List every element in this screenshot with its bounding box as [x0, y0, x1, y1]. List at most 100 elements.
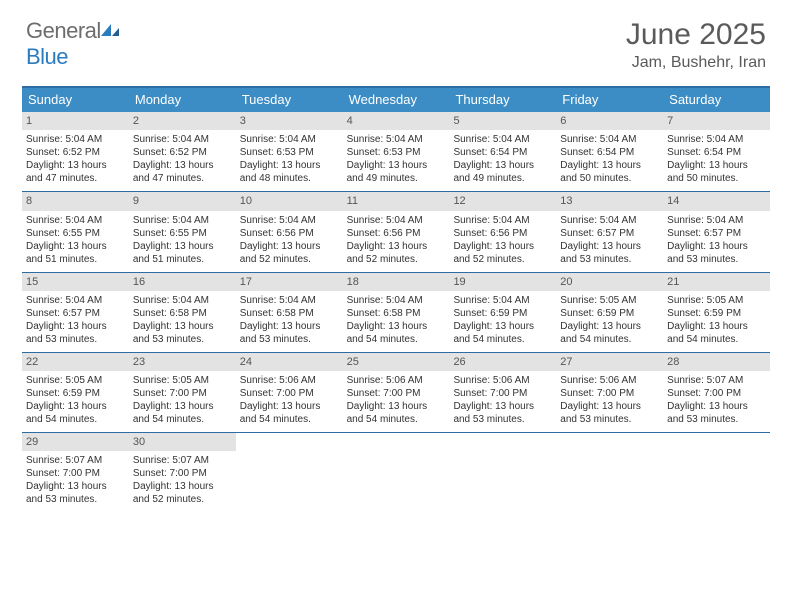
day-number: 7: [663, 112, 770, 130]
weekday-header: Wednesday: [343, 88, 450, 112]
sunrise-text: Sunrise: 5:05 AM: [560, 294, 659, 307]
day-number: 22: [22, 353, 129, 371]
day-details: Sunrise: 5:04 AMSunset: 6:58 PMDaylight:…: [240, 294, 339, 346]
day-number: 12: [449, 192, 556, 210]
day-details: Sunrise: 5:04 AMSunset: 6:58 PMDaylight:…: [347, 294, 446, 346]
day-number: 5: [449, 112, 556, 130]
sunset-text: Sunset: 6:59 PM: [667, 307, 766, 320]
sunrise-text: Sunrise: 5:04 AM: [560, 133, 659, 146]
sunset-text: Sunset: 6:54 PM: [667, 146, 766, 159]
weekday-header: Saturday: [663, 88, 770, 112]
sunrise-text: Sunrise: 5:06 AM: [560, 374, 659, 387]
day-cell: 11 Sunrise: 5:04 AMSunset: 6:56 PMDayligh…: [343, 192, 450, 271]
sunset-text: Sunset: 6:56 PM: [347, 227, 446, 240]
day-cell: 14 Sunrise: 5:04 AMSunset: 6:57 PMDayligh…: [663, 192, 770, 271]
sunrise-text: Sunrise: 5:04 AM: [133, 214, 232, 227]
day-cell: 19 Sunrise: 5:04 AMSunset: 6:59 PMDayligh…: [449, 273, 556, 352]
week-row: 22 Sunrise: 5:05 AMSunset: 6:59 PM Dayligh…: [22, 353, 770, 433]
day-cell: 13Sunrise: 5:04 AMSunset: 6:57 PMDayligh…: [556, 192, 663, 271]
sunset-text: Sunset: 6:52 PM: [133, 146, 232, 159]
day-cell: 24 Sunrise: 5:06 AMSunset: 7:00 PMDayligh…: [236, 353, 343, 432]
sunrise-text: Sunrise: 5:04 AM: [26, 214, 125, 227]
sunset-text: Sunset: 7:00 PM: [26, 467, 125, 480]
day-cell: 3Sunrise: 5:04 AMSunset: 6:53 PMDaylight…: [236, 112, 343, 191]
daylight-text: Daylight: 13 hours and 53 minutes.: [667, 240, 766, 266]
day-number: 6: [556, 112, 663, 130]
day-details: Sunrise: 5:07 AMSunset: 7:00 PMDaylight:…: [26, 454, 125, 506]
day-details: Sunrise: 5:07 AMSunset: 7:00 PMDaylight:…: [667, 374, 766, 426]
day-details: Sunrise: 5:04 AMSunset: 6:57 PMDaylight:…: [667, 214, 766, 266]
day-details: Sunrise: 5:04 AMSunset: 6:59 PMDaylight:…: [453, 294, 552, 346]
daylight-text: Daylight: 13 hours and 51 minutes.: [133, 240, 232, 266]
calendar: SundayMondayTuesdayWednesdayThursdayFrid…: [22, 86, 770, 512]
sunrise-text: Sunrise: 5:07 AM: [26, 454, 125, 467]
sunrise-text: Sunrise: 5:04 AM: [240, 214, 339, 227]
sunset-text: Sunset: 6:59 PM: [453, 307, 552, 320]
week-row: 15Sunrise: 5:04 AMSunset: 6:57 PMDayligh…: [22, 273, 770, 353]
day-cell: 29Sunrise: 5:07 AMSunset: 7:00 PMDayligh…: [22, 433, 129, 512]
day-details: Sunrise: 5:06 AMSunset: 7:00 PMDaylight:…: [240, 374, 339, 426]
sunset-text: Sunset: 7:00 PM: [240, 387, 339, 400]
title-block: June 2025 Jam, Bushehr, Iran: [626, 18, 766, 72]
day-details: Sunrise: 5:04 AMSunset: 6:52 PMDaylight:…: [26, 133, 125, 185]
daylight-text: Daylight: 13 hours and 52 minutes.: [347, 240, 446, 266]
day-number: 24: [236, 353, 343, 371]
day-number: 25: [343, 353, 450, 371]
day-number: 18: [343, 273, 450, 291]
day-details: Sunrise: 5:05 AMSunset: 7:00 PMDaylight:…: [133, 374, 232, 426]
day-details: Sunrise: 5:04 AMSunset: 6:54 PMDaylight:…: [560, 133, 659, 185]
day-cell: 4Sunrise: 5:04 AMSunset: 6:53 PMDaylight…: [343, 112, 450, 191]
sunrise-text: Sunrise: 5:04 AM: [133, 294, 232, 307]
daylight-text: Daylight: 13 hours and 47 minutes.: [133, 159, 232, 185]
day-cell: 1Sunrise: 5:04 AMSunset: 6:52 PMDaylight…: [22, 112, 129, 191]
sunset-text: Sunset: 6:59 PM: [26, 387, 125, 400]
day-cell: 12 Sunrise: 5:04 AMSunset: 6:56 PMDayligh…: [449, 192, 556, 271]
daylight-text: Daylight: 13 hours and 54 minutes.: [133, 400, 232, 426]
day-cell: 23Sunrise: 5:05 AMSunset: 7:00 PMDayligh…: [129, 353, 236, 432]
day-cell: 9Sunrise: 5:04 AMSunset: 6:55 PMDaylight…: [129, 192, 236, 271]
day-number: 14: [663, 192, 770, 210]
day-cell: 10Sunrise: 5:04 AMSunset: 6:56 PMDayligh…: [236, 192, 343, 271]
sunrise-text: Sunrise: 5:04 AM: [667, 214, 766, 227]
day-details: Sunrise: 5:06 AMSunset: 7:00 PMDaylight:…: [560, 374, 659, 426]
day-details: Sunrise: 5:04 AMSunset: 6:53 PMDaylight:…: [347, 133, 446, 185]
day-number: 11: [343, 192, 450, 210]
daylight-text: Daylight: 13 hours and 53 minutes.: [560, 400, 659, 426]
sunrise-text: Sunrise: 5:06 AM: [347, 374, 446, 387]
sunset-text: Sunset: 6:58 PM: [133, 307, 232, 320]
day-number: 10: [236, 192, 343, 210]
day-cell: 28Sunrise: 5:07 AMSunset: 7:00 PMDayligh…: [663, 353, 770, 432]
sunset-text: Sunset: 6:54 PM: [560, 146, 659, 159]
day-number: 20: [556, 273, 663, 291]
sunrise-text: Sunrise: 5:05 AM: [26, 374, 125, 387]
weekday-header: Sunday: [22, 88, 129, 112]
sunset-text: Sunset: 6:56 PM: [240, 227, 339, 240]
day-cell: 16Sunrise: 5:04 AMSunset: 6:58 PMDayligh…: [129, 273, 236, 352]
sunset-text: Sunset: 6:58 PM: [240, 307, 339, 320]
daylight-text: Daylight: 13 hours and 49 minutes.: [453, 159, 552, 185]
day-details: Sunrise: 5:04 AMSunset: 6:56 PMDaylight:…: [453, 214, 552, 266]
daylight-text: Daylight: 13 hours and 53 minutes.: [240, 320, 339, 346]
day-details: Sunrise: 5:07 AMSunset: 7:00 PMDaylight:…: [133, 454, 232, 506]
day-details: Sunrise: 5:04 AMSunset: 6:55 PMDaylight:…: [26, 214, 125, 266]
daylight-text: Daylight: 13 hours and 53 minutes.: [26, 480, 125, 506]
sunrise-text: Sunrise: 5:07 AM: [667, 374, 766, 387]
day-cell: 17Sunrise: 5:04 AMSunset: 6:58 PMDayligh…: [236, 273, 343, 352]
day-details: Sunrise: 5:04 AMSunset: 6:56 PMDaylight:…: [347, 214, 446, 266]
daylight-text: Daylight: 13 hours and 54 minutes.: [347, 320, 446, 346]
sunrise-text: Sunrise: 5:04 AM: [347, 214, 446, 227]
day-number: 8: [22, 192, 129, 210]
sunset-text: Sunset: 6:55 PM: [133, 227, 232, 240]
day-cell: 8 Sunrise: 5:04 AMSunset: 6:55 PMDaylight…: [22, 192, 129, 271]
sunset-text: Sunset: 6:56 PM: [453, 227, 552, 240]
day-cell: 22Sunrise: 5:05 AMSunset: 6:59 PMDayligh…: [22, 353, 129, 432]
daylight-text: Daylight: 13 hours and 53 minutes.: [133, 320, 232, 346]
sunset-text: Sunset: 7:00 PM: [560, 387, 659, 400]
daylight-text: Daylight: 13 hours and 47 minutes.: [26, 159, 125, 185]
daylight-text: Daylight: 13 hours and 48 minutes.: [240, 159, 339, 185]
day-cell: 2Sunrise: 5:04 AMSunset: 6:52 PMDaylight…: [129, 112, 236, 191]
sunset-text: Sunset: 7:00 PM: [133, 467, 232, 480]
day-details: Sunrise: 5:06 AMSunset: 7:00 PMDaylight:…: [347, 374, 446, 426]
day-number: 21: [663, 273, 770, 291]
day-number: 19: [449, 273, 556, 291]
